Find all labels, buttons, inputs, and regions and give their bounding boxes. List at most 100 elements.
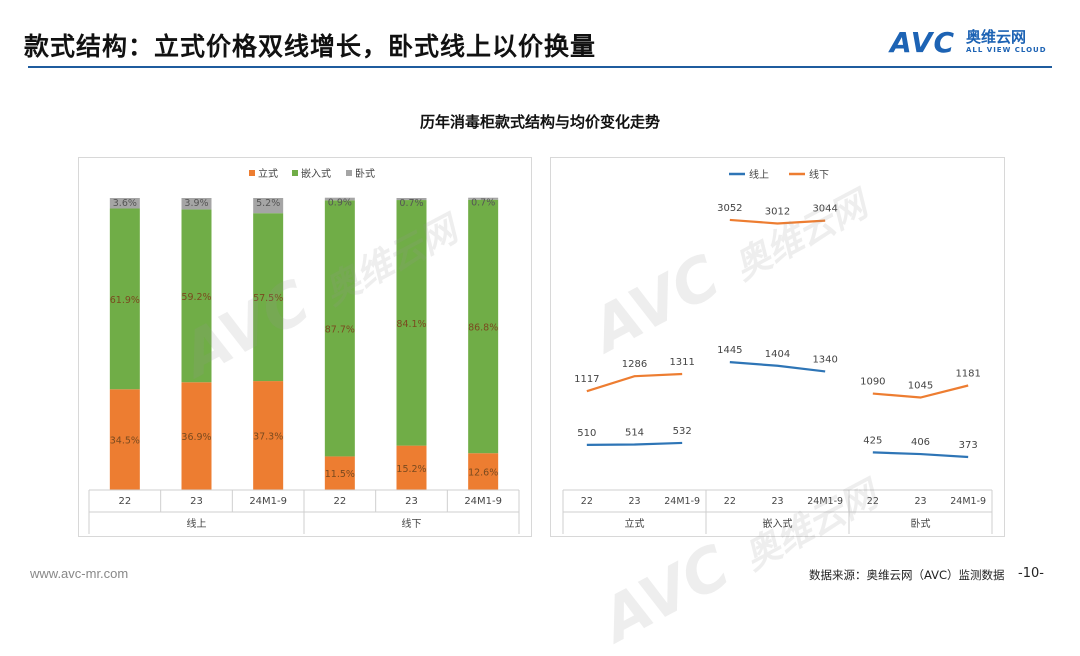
footer-url: www.avc-mr.com	[30, 566, 129, 581]
data-label: 15.2%	[396, 464, 426, 475]
x-tick-label: 23	[914, 496, 926, 507]
x-tick-label: 22	[333, 496, 346, 507]
data-label: 1340	[812, 354, 837, 365]
bar-segment	[468, 199, 499, 454]
legend-label: 线下	[809, 168, 829, 181]
logo-mark: AVC	[890, 26, 955, 59]
title-divider	[28, 66, 1052, 68]
legend-label: 卧式	[355, 167, 375, 180]
x-tick-label: 22	[867, 496, 879, 507]
data-label: 3.9%	[184, 198, 208, 209]
series-line	[872, 384, 969, 399]
data-label: 3044	[812, 204, 837, 215]
x-tick-label: 23	[628, 496, 640, 507]
data-label: 3.6%	[113, 198, 137, 209]
data-label: 87.7%	[325, 324, 355, 335]
x-tick-label: 24M1-9	[807, 496, 843, 507]
bar-segment	[181, 198, 212, 210]
group-label: 嵌入式	[763, 517, 793, 530]
bar-segment	[324, 456, 355, 490]
bar-segment	[109, 208, 140, 390]
page-title: 款式结构：立式价格双线增长，卧式线上以价换量	[24, 32, 597, 61]
bar-segment	[396, 445, 427, 490]
data-label: 34.5%	[110, 436, 140, 447]
data-label: 12.6%	[468, 468, 498, 479]
bar-segment	[396, 198, 427, 201]
data-label: 1311	[669, 357, 694, 368]
data-label: 1090	[860, 377, 885, 388]
line-chart-panel: 线上 线下 510 514 532 1445 1404 1340 425 406 373 1117 12…	[550, 157, 1005, 537]
bar-segment	[324, 197, 355, 201]
x-tick-label: 24M1-9	[950, 496, 986, 507]
bar-segment	[109, 389, 140, 490]
x-tick-label: 24M1-9	[464, 496, 502, 507]
x-tick-label: 22	[724, 496, 736, 507]
data-label: 0.9%	[328, 198, 352, 209]
bar-segment	[253, 213, 284, 382]
bar-segment	[253, 198, 284, 214]
data-label: 0.7%	[471, 198, 495, 209]
x-tick-label: 24M1-9	[249, 496, 287, 507]
chart-title: 历年消毒柜款式结构与均价变化走势	[419, 113, 660, 131]
data-label: 1286	[622, 359, 647, 370]
page-number: -10-	[1018, 566, 1044, 581]
data-label: 84.1%	[396, 319, 426, 330]
bar-segment	[468, 197, 499, 200]
legend-label: 立式	[258, 167, 278, 180]
data-label: 1045	[908, 381, 933, 392]
data-label: 1404	[765, 349, 790, 360]
data-label: 425	[863, 435, 882, 446]
data-label: 5.2%	[256, 198, 280, 209]
x-tick-label: 23	[771, 496, 783, 507]
legend-label: 线上	[749, 168, 769, 181]
data-label: 61.9%	[110, 295, 140, 306]
bar-segment	[181, 209, 212, 383]
data-label: 11.5%	[325, 469, 355, 480]
bar-segment	[324, 200, 355, 457]
data-label: 1445	[717, 345, 742, 356]
brand-logo: AVC 奥维云网 ALL VIEW CLOUD	[890, 24, 1050, 60]
data-label: 1117	[574, 374, 599, 385]
data-label: 37.3%	[253, 432, 283, 443]
group-label: 卧式	[911, 517, 931, 530]
data-source: 数据来源：奥维云网（AVC）监测数据	[809, 568, 1005, 582]
group-label: 线下	[402, 517, 422, 530]
x-tick-label: 24M1-9	[664, 496, 700, 507]
data-label: 0.7%	[399, 198, 423, 209]
bar-segment	[396, 200, 427, 446]
x-tick-label: 22	[581, 496, 593, 507]
legend-label: 嵌入式	[301, 167, 331, 180]
data-label: 86.8%	[468, 322, 498, 333]
legend-swatch	[346, 170, 352, 176]
series-line	[872, 451, 969, 459]
series-line	[729, 218, 826, 225]
data-label: 532	[673, 426, 692, 437]
bar-segment	[253, 381, 284, 490]
bar-segment	[468, 453, 499, 490]
data-label: 57.5%	[253, 293, 283, 304]
logo-en: ALL VIEW CLOUD	[966, 46, 1047, 54]
data-label: 36.9%	[181, 432, 211, 443]
data-label: 514	[625, 428, 644, 439]
bar-segment	[181, 382, 212, 490]
data-label: 3012	[765, 206, 790, 217]
bar-segment	[109, 198, 140, 209]
logo-cn: 奥维云网	[966, 28, 1027, 46]
series-line	[586, 441, 683, 446]
group-label: 立式	[625, 517, 645, 530]
legend-swatch	[249, 170, 255, 176]
data-label: 406	[911, 437, 930, 448]
stacked-bar-chart: 立式 嵌入式 卧式 34.5% 61.9% 3.6% 36.9% 59.2% 3.9% 37.3%…	[88, 167, 520, 534]
data-label: 1181	[955, 368, 980, 379]
x-tick-label: 23	[405, 496, 418, 507]
data-label: 59.2%	[181, 292, 211, 303]
data-label: 3052	[717, 203, 742, 214]
bar-chart-panel: 立式 嵌入式 卧式 34.5% 61.9% 3.6% 36.9% 59.2% 3.9% 37.3%…	[78, 157, 532, 537]
series-line	[586, 372, 683, 393]
data-label: 510	[577, 428, 596, 439]
x-tick-label: 23	[190, 496, 203, 507]
line-chart: 线上 线下 510 514 532 1445 1404 1340 425 406 373 1117 12…	[562, 168, 993, 534]
group-label: 线上	[187, 517, 207, 530]
watermark-mark: AVC	[590, 531, 742, 656]
x-tick-label: 22	[118, 496, 131, 507]
